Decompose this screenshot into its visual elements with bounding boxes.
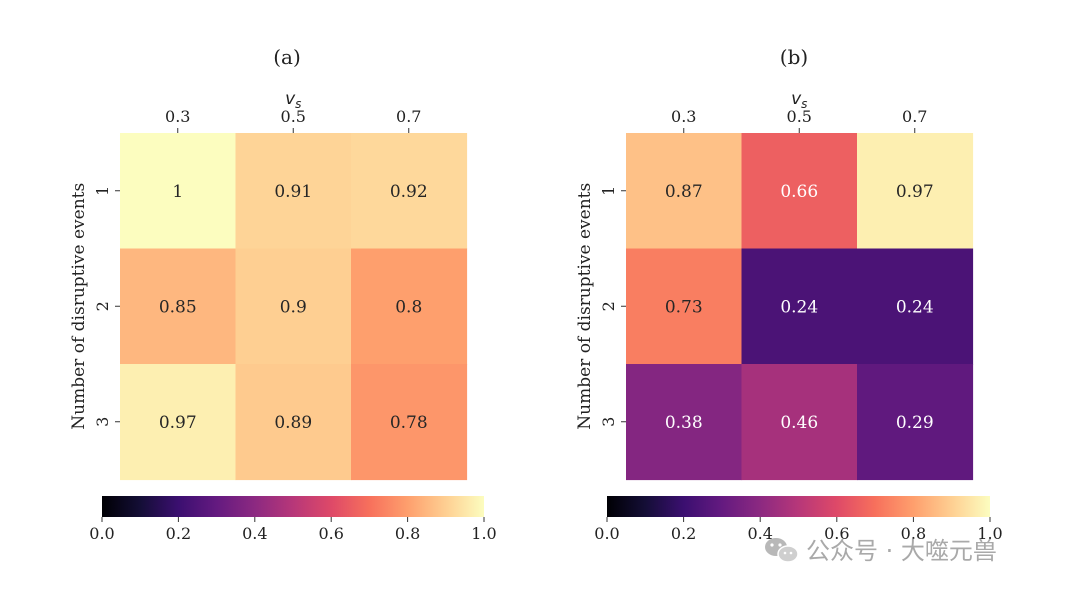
colorbar-gradient <box>607 496 990 517</box>
cell-label: 0.8 <box>395 297 422 317</box>
y-tick-label: 2 <box>93 301 112 311</box>
colorbar-tick-label: 1.0 <box>977 524 1002 543</box>
heatmap-cell <box>741 248 858 365</box>
x-tick-label: 0.7 <box>396 107 421 126</box>
heatmap-cell <box>351 364 468 481</box>
cell-label: 0.9 <box>280 297 307 317</box>
colorbar-tick-label: 0.6 <box>824 524 849 543</box>
y-axis-label: Number of disruptive events <box>69 183 89 430</box>
colorbar-tick-label: 0.4 <box>242 524 267 543</box>
heatmap-cell <box>741 364 858 481</box>
watermark: 公众号 · 大噬元兽 <box>765 537 997 565</box>
heatmap-cell <box>626 364 743 481</box>
x-tick-label: 0.5 <box>281 107 306 126</box>
heatmap-cell <box>235 364 352 481</box>
x-tick-label: 0.7 <box>902 107 927 126</box>
wechat-icon <box>765 538 799 563</box>
cell-label: 0.46 <box>780 413 818 433</box>
colorbar-tick-label: 0.8 <box>901 524 926 543</box>
cell-label: 0.24 <box>896 297 934 317</box>
cell-label: 0.38 <box>665 413 703 433</box>
x-axis-label: vs <box>791 89 807 111</box>
cell-label: 0.97 <box>896 182 934 202</box>
heatmap-cell <box>351 133 468 250</box>
heatmap-cell <box>857 248 974 365</box>
panel-title: (a) <box>273 45 301 69</box>
cell-label: 0.91 <box>274 182 312 202</box>
heatmap-cell <box>120 133 237 250</box>
colorbar-tick-label: 0.0 <box>594 524 619 543</box>
cell-label: 0.29 <box>896 413 934 433</box>
cell-label: 0.85 <box>159 297 197 317</box>
heatmap-cell <box>741 133 858 250</box>
cell-label: 0.78 <box>390 413 428 433</box>
colorbar-tick-label: 0.6 <box>318 524 343 543</box>
heatmap-panel-a: (a) vs 1 0.91 0.92 0.85 0.9 0.8 0.97 0.89 0.78 0.3 0… <box>69 45 497 543</box>
y-tick-label: 3 <box>93 417 112 427</box>
colorbar-tick-label: 1.0 <box>471 524 496 543</box>
heatmap-cell <box>857 364 974 481</box>
colorbar-tick-label: 0.2 <box>671 524 696 543</box>
heatmap-cell <box>351 248 468 365</box>
x-tick-label: 0.5 <box>787 107 812 126</box>
heatmap-cell <box>235 248 352 365</box>
y-tick-label: 3 <box>599 417 618 427</box>
heatmap-cell <box>626 248 743 365</box>
cell-label: 0.87 <box>665 182 703 202</box>
x-axis-label: vs <box>285 89 301 111</box>
x-tick-label: 0.3 <box>165 107 190 126</box>
heatmap-cell <box>626 133 743 250</box>
panel-title: (b) <box>780 45 808 69</box>
cell-label: 0.66 <box>780 182 818 202</box>
cell-label: 1 <box>172 182 183 202</box>
colorbar-gradient <box>102 496 484 517</box>
cell-label: 0.73 <box>665 297 703 317</box>
cell-label: 0.24 <box>780 297 818 317</box>
watermark-text: 公众号 · 大噬元兽 <box>806 537 997 565</box>
heatmap-cell <box>120 364 237 481</box>
cell-label: 0.97 <box>159 413 197 433</box>
y-axis-label: Number of disruptive events <box>575 183 595 430</box>
colorbar: 0.0 0.2 0.4 0.6 0.8 1.0 <box>89 496 497 543</box>
colorbar-tick-label: 0.8 <box>395 524 420 543</box>
x-tick-label: 0.3 <box>671 107 696 126</box>
colorbar-tick-label: 0.2 <box>166 524 191 543</box>
colorbar-tick-label: 0.0 <box>89 524 114 543</box>
cell-label: 0.89 <box>274 413 312 433</box>
heatmap-panel-b: (b)vs0.87 0.66 0.970.73 0.24 0.240.38 0.46 0.2… <box>575 45 1003 543</box>
heatmap-cell <box>235 133 352 250</box>
colorbar: 0.0 0.2 0.4 0.6 0.8 1.0 <box>594 496 1003 543</box>
colorbar-tick-label: 0.4 <box>747 524 772 543</box>
cell-label: 0.92 <box>390 182 428 202</box>
y-tick-label: 1 <box>599 186 618 196</box>
y-tick-label: 1 <box>93 186 112 196</box>
y-tick-label: 2 <box>599 301 618 311</box>
heatmap-cell <box>120 248 237 365</box>
heatmap-cell <box>857 133 974 250</box>
